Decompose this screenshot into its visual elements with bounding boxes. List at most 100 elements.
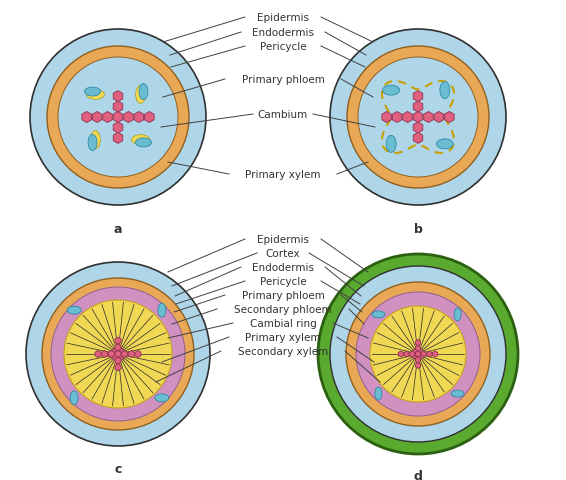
Circle shape: [58, 58, 178, 178]
Text: Primary xylem: Primary xylem: [245, 169, 321, 180]
Circle shape: [30, 30, 206, 205]
Polygon shape: [103, 112, 112, 123]
Ellipse shape: [67, 307, 81, 314]
Polygon shape: [135, 351, 141, 358]
Ellipse shape: [436, 140, 453, 150]
Text: Secondary xylem: Secondary xylem: [238, 346, 328, 356]
Polygon shape: [113, 102, 123, 113]
Ellipse shape: [440, 83, 450, 99]
Polygon shape: [113, 133, 123, 144]
Polygon shape: [415, 357, 421, 363]
Ellipse shape: [375, 387, 382, 400]
Polygon shape: [92, 112, 102, 123]
Ellipse shape: [383, 86, 400, 96]
Circle shape: [358, 58, 478, 178]
Polygon shape: [82, 112, 92, 123]
Polygon shape: [115, 337, 121, 345]
Ellipse shape: [454, 308, 461, 321]
Ellipse shape: [451, 390, 464, 397]
Text: Primary phloem: Primary phloem: [242, 290, 324, 300]
Polygon shape: [413, 91, 423, 102]
Circle shape: [318, 254, 518, 454]
Ellipse shape: [132, 135, 149, 145]
Polygon shape: [128, 351, 134, 358]
Polygon shape: [144, 112, 154, 123]
Polygon shape: [115, 364, 121, 371]
Ellipse shape: [158, 303, 166, 317]
Polygon shape: [134, 112, 144, 123]
Polygon shape: [382, 112, 392, 123]
Polygon shape: [398, 351, 404, 357]
Circle shape: [26, 263, 210, 446]
Ellipse shape: [135, 139, 152, 148]
Polygon shape: [392, 112, 402, 123]
Circle shape: [47, 47, 189, 189]
Polygon shape: [404, 351, 409, 357]
Polygon shape: [122, 351, 128, 358]
Text: Epidermis: Epidermis: [257, 235, 309, 244]
Text: Secondary phloem: Secondary phloem: [234, 304, 332, 314]
Text: Cortex: Cortex: [265, 249, 301, 258]
Text: Cambial ring: Cambial ring: [250, 318, 316, 328]
Polygon shape: [115, 351, 121, 358]
Ellipse shape: [136, 86, 145, 104]
Ellipse shape: [88, 135, 97, 151]
Text: Endodermis: Endodermis: [252, 263, 314, 273]
Circle shape: [370, 306, 466, 402]
Polygon shape: [413, 102, 423, 113]
Circle shape: [330, 30, 506, 205]
Polygon shape: [415, 346, 421, 351]
Polygon shape: [444, 112, 454, 123]
Polygon shape: [427, 351, 432, 357]
Polygon shape: [124, 112, 133, 123]
Polygon shape: [410, 351, 415, 357]
Circle shape: [42, 278, 194, 430]
Ellipse shape: [372, 311, 385, 318]
Polygon shape: [413, 133, 423, 144]
Ellipse shape: [91, 132, 100, 149]
Polygon shape: [95, 351, 101, 358]
Polygon shape: [102, 351, 108, 358]
Circle shape: [111, 347, 125, 361]
Ellipse shape: [139, 84, 148, 100]
Polygon shape: [413, 123, 423, 133]
Text: Primary xylem: Primary xylem: [245, 332, 321, 342]
Ellipse shape: [84, 88, 101, 97]
Polygon shape: [115, 358, 121, 364]
Text: Pericycle: Pericycle: [260, 276, 306, 287]
Text: Endodermis: Endodermis: [252, 28, 314, 38]
Circle shape: [412, 348, 424, 360]
Text: a: a: [114, 223, 122, 236]
Text: Primary phloem: Primary phloem: [242, 75, 324, 85]
Ellipse shape: [87, 90, 104, 100]
Polygon shape: [113, 123, 123, 133]
Ellipse shape: [70, 391, 78, 405]
Text: Pericycle: Pericycle: [260, 42, 306, 52]
Polygon shape: [113, 112, 123, 123]
Circle shape: [347, 47, 489, 189]
Text: Cambium: Cambium: [258, 110, 308, 120]
Circle shape: [330, 266, 506, 442]
Polygon shape: [415, 363, 421, 369]
Polygon shape: [115, 344, 121, 351]
Ellipse shape: [155, 394, 169, 402]
Polygon shape: [421, 351, 426, 357]
Polygon shape: [108, 351, 114, 358]
Circle shape: [64, 300, 172, 408]
Polygon shape: [415, 351, 421, 357]
Text: b: b: [414, 223, 422, 236]
Circle shape: [51, 288, 185, 421]
Polygon shape: [434, 112, 444, 123]
Text: d: d: [414, 469, 422, 480]
Polygon shape: [403, 112, 412, 123]
Text: c: c: [114, 462, 122, 475]
Circle shape: [356, 292, 480, 416]
Polygon shape: [415, 340, 421, 346]
Polygon shape: [413, 112, 423, 123]
Ellipse shape: [386, 136, 396, 153]
Polygon shape: [432, 351, 438, 357]
Text: Epidermis: Epidermis: [257, 13, 309, 23]
Polygon shape: [424, 112, 433, 123]
Circle shape: [346, 282, 490, 426]
Polygon shape: [113, 91, 123, 102]
